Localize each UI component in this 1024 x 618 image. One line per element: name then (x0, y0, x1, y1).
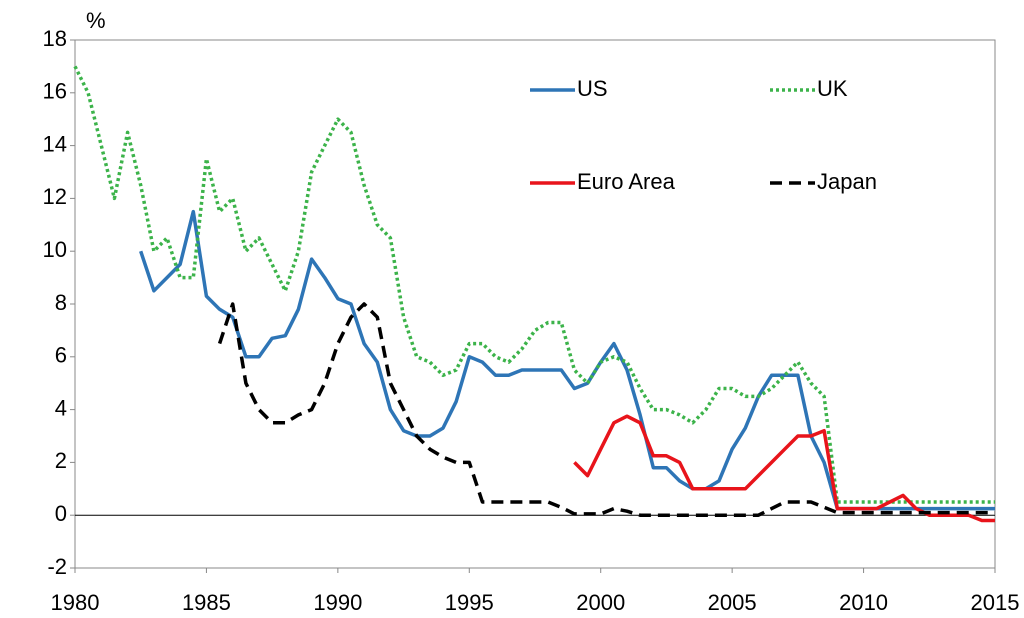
x-tick-label: 2005 (708, 590, 757, 615)
y-tick-label: 12 (43, 184, 67, 209)
legend-label: US (577, 76, 608, 101)
y-tick-label: 16 (43, 79, 67, 104)
y-tick-label: 18 (43, 26, 67, 51)
y-tick-label: 14 (43, 131, 67, 156)
x-tick-label: 2015 (971, 590, 1020, 615)
y-tick-label: 2 (55, 448, 67, 473)
legend-label: Euro Area (577, 169, 676, 194)
x-tick-label: 2000 (576, 590, 625, 615)
series-line (573, 414, 995, 523)
series-line (139, 209, 995, 511)
series-line (73, 65, 995, 504)
series-line (217, 302, 995, 517)
y-tick-label: 6 (55, 343, 67, 368)
x-tick-label: 2010 (839, 590, 888, 615)
x-tick-label: 1985 (182, 590, 231, 615)
x-tick-label: 1990 (313, 590, 362, 615)
y-tick-label: -2 (47, 554, 67, 579)
legend-label: UK (817, 76, 848, 101)
y-tick-label: 10 (43, 237, 67, 262)
y-tick-label: 4 (55, 395, 67, 420)
y-tick-label: 0 (55, 501, 67, 526)
y-axis-label: % (86, 8, 106, 33)
y-tick-label: 8 (55, 290, 67, 315)
x-tick-label: 1995 (445, 590, 494, 615)
legend-label: Japan (817, 169, 877, 194)
x-tick-label: 1980 (51, 590, 100, 615)
